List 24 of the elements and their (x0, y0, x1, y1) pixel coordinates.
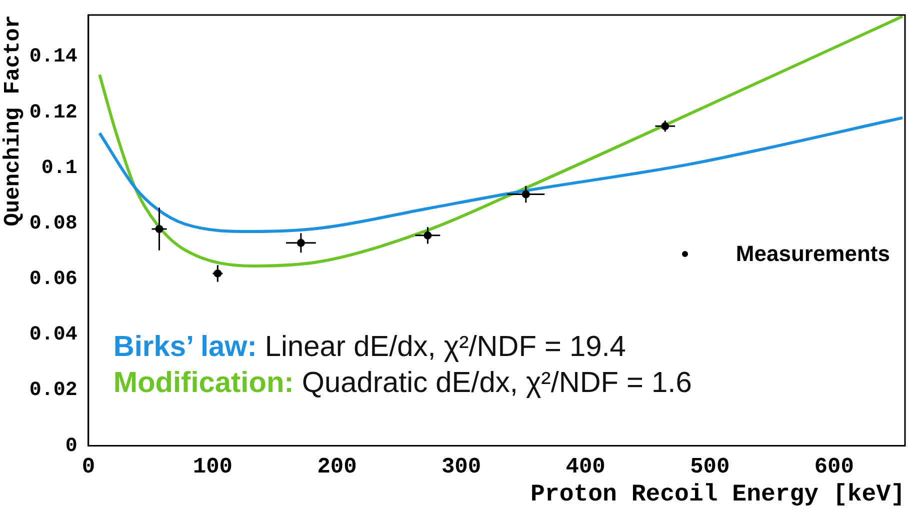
annotation: Quadratic dE/dx, χ²/NDF = 1.6 (300, 366, 692, 399)
y-tick-label: 0.14 (29, 46, 78, 69)
x-tick-label: 600 (814, 454, 854, 480)
y-axis-title: Quenching Factor (0, 15, 26, 226)
x-tick-label: 300 (441, 454, 482, 480)
x-tick-label: 0 (82, 454, 96, 480)
y-tick-label: 0.06 (29, 268, 78, 292)
y-tick-label: 0.02 (29, 379, 78, 402)
y-tick-label: 0.1 (41, 156, 78, 180)
x-tick-label: 500 (690, 454, 730, 480)
y-tick-label: 0.08 (29, 212, 78, 236)
y-tick-label: 0 (65, 434, 78, 458)
line-series (98, 15, 904, 268)
text: Modification: (113, 366, 294, 399)
y-tick-label: 0.04 (29, 324, 78, 347)
x-tick-label: 200 (317, 454, 357, 480)
x-axis-title: Proton Recoil Energy [keV] (530, 482, 905, 509)
line-series (98, 116, 904, 234)
x-tick-label: 400 (566, 454, 606, 480)
annotation: Linear dE/dx, χ²/NDF = 19.4 (264, 330, 626, 363)
text: Birks’ law: (113, 330, 257, 363)
x-tick-label: 100 (192, 454, 233, 480)
y-tick-label: 0.12 (29, 101, 78, 124)
legend-label: Measurements (736, 240, 890, 267)
